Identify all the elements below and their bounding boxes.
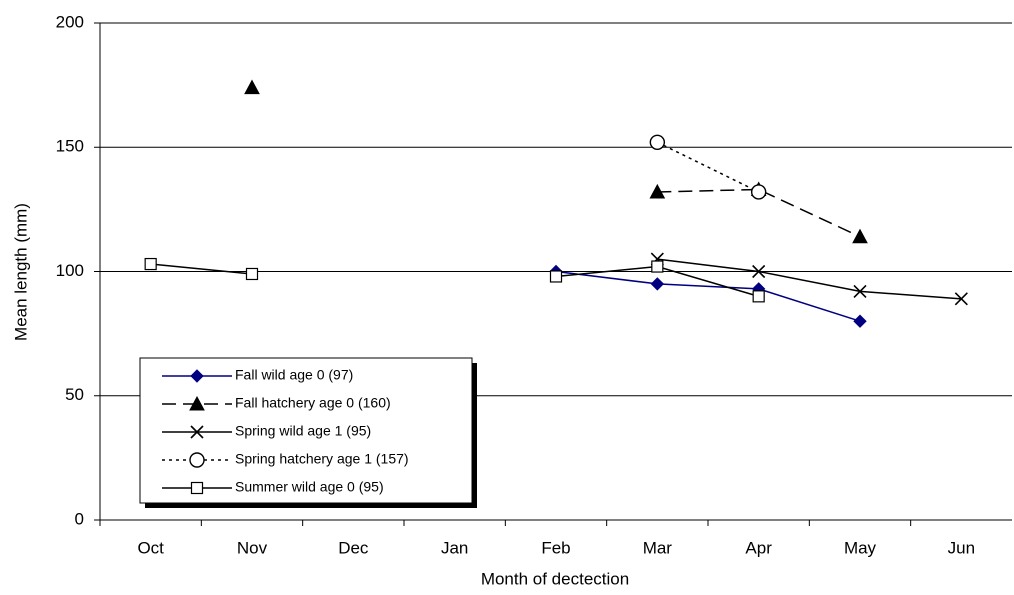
y-tick-label: 150 [56,137,84,156]
marker [752,264,766,279]
x-tick-label: Mar [643,538,673,557]
marker [752,290,765,303]
x-tick-label: Apr [745,538,772,557]
marker [144,257,157,271]
series-line [657,258,962,300]
marker [651,260,664,273]
legend-label: Fall wild age 0 (97) [235,367,353,383]
series-line [657,188,861,238]
legend-label: Summer wild age 0 (95) [235,479,384,495]
marker [954,292,968,306]
y-axis-title: Mean length (mm) [11,203,30,341]
x-tick-label: Dec [338,538,369,557]
x-axis-title: Month of dectection [481,569,629,588]
legend-label: Spring hatchery age 1 (157) [235,451,409,467]
x-tick-label: Oct [137,538,164,557]
marker [649,134,666,150]
y-tick-label: 100 [56,261,84,280]
y-tick-label: 200 [56,12,84,31]
marker [190,425,204,439]
marker [549,270,563,283]
marker [190,369,204,383]
series-line [555,270,861,322]
marker [189,452,205,468]
y-tick-label: 0 [75,509,84,528]
marker [190,481,204,495]
marker [649,183,666,199]
marker [853,284,867,298]
marker [245,267,259,281]
y-tick-label: 50 [65,385,84,404]
marker [853,314,867,328]
marker [650,277,665,291]
legend-label: Fall hatchery age 0 (160) [235,395,391,411]
x-tick-label: Jan [441,538,468,557]
marker [852,228,868,244]
x-tick-label: Jun [948,538,975,557]
marker [189,395,205,411]
series-line [150,263,253,275]
x-tick-label: May [844,538,877,557]
marker [244,79,260,95]
series-line [657,141,759,193]
legend-label: Spring wild age 1 (95) [235,423,371,439]
x-tick-label: Feb [541,538,570,557]
x-tick-label: Nov [237,538,268,557]
marker [750,184,767,200]
